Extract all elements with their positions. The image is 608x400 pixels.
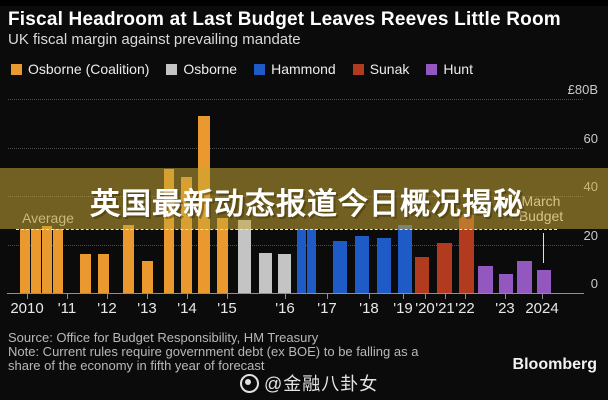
- bar-osborne_coalition: [164, 169, 174, 293]
- x-axis-tick: [147, 294, 148, 299]
- note-text-line1: Note: Current rules require government d…: [8, 344, 419, 359]
- gridline-20: [8, 244, 583, 246]
- x-axis-label: '17: [317, 300, 337, 317]
- x-axis-label: '19: [393, 300, 413, 317]
- bar-hunt: [499, 273, 513, 293]
- bar-osborne_coalition: [123, 225, 134, 293]
- bar-osborne_coalition: [42, 226, 52, 293]
- bar-osborne_coalition: [142, 261, 153, 293]
- bar-sunak: [415, 256, 429, 293]
- x-axis-tick: [505, 294, 506, 299]
- x-axis-label: '23: [495, 300, 515, 317]
- legend-swatch-hammond: [254, 63, 266, 75]
- x-axis-tick: [403, 294, 404, 299]
- bar-osborne_coalition: [181, 176, 192, 293]
- bar-hunt: [537, 269, 551, 293]
- gridline-60: [8, 147, 583, 149]
- x-axis-tick: [369, 294, 370, 299]
- x-axis-label: 2024: [525, 300, 559, 317]
- y-axis-label: 60: [583, 130, 598, 146]
- x-axis-tick: [27, 294, 28, 299]
- bar-hunt: [478, 266, 493, 293]
- x-axis-label: 2010: [10, 300, 44, 317]
- legend-label: Osborne (Coalition): [28, 61, 150, 77]
- bar-hammond: [377, 238, 391, 293]
- x-axis-label: '18: [359, 300, 379, 317]
- bar-osborne_coalition: [53, 228, 63, 293]
- x-axis-line: [7, 293, 584, 294]
- x-axis-label: '13: [137, 300, 157, 317]
- x-axis-label: '21: [435, 300, 455, 317]
- x-axis-label: '16: [275, 300, 295, 317]
- x-axis-tick: [107, 294, 108, 299]
- legend: Osborne (Coalition) Osborne Hammond Sunak Hu…: [11, 61, 473, 77]
- bar-hammond: [307, 228, 316, 293]
- top-black-strip: [0, 0, 608, 6]
- x-axis-tick: [465, 294, 466, 299]
- legend-item-hammond: Hammond: [254, 61, 336, 77]
- bar-hammond: [398, 225, 412, 293]
- overlay-headline: 英国最新动态报道今日概况揭秘: [90, 188, 524, 221]
- legend-swatch-osborne: [166, 63, 178, 75]
- x-axis-tick: [227, 294, 228, 299]
- legend-label: Hammond: [271, 61, 336, 77]
- bar-sunak: [437, 243, 452, 293]
- x-axis-tick: [445, 294, 446, 299]
- bar-hammond: [355, 236, 369, 293]
- annotation-pointer-line: [543, 233, 544, 263]
- x-axis-tick: [327, 294, 328, 299]
- legend-swatch-osborne_coalition: [11, 63, 22, 75]
- legend-label: Sunak: [369, 61, 410, 77]
- source-text: Source: Office for Budget Responsibility…: [8, 330, 319, 345]
- y-axis-label: 20: [583, 227, 598, 243]
- y-axis-label: £80B: [567, 82, 598, 97]
- legend-swatch-hunt: [426, 63, 438, 75]
- legend-item-osborne: Osborne: [166, 61, 237, 77]
- legend-label: Osborne: [183, 61, 238, 77]
- legend-item-osborne_coalition: Osborne (Coalition): [11, 61, 149, 77]
- x-axis-label: '12: [97, 300, 117, 317]
- bar-sunak: [459, 215, 474, 293]
- legend-swatch-sunak: [352, 63, 364, 75]
- watermark-handle: @金融八卦女: [264, 374, 379, 394]
- x-axis-label: '15: [217, 300, 237, 317]
- legend-item-hunt: Hunt: [426, 61, 473, 77]
- x-axis-tick: [425, 294, 426, 299]
- bloomberg-logo: Bloomberg: [512, 356, 597, 373]
- overlay-band: [0, 168, 608, 229]
- bar-hammond: [333, 240, 347, 293]
- x-axis-tick: [285, 294, 286, 299]
- legend-item-sunak: Sunak: [352, 61, 410, 77]
- bar-osborne_coalition: [80, 254, 91, 293]
- note-text-line2: share of the economy in fifth year of fo…: [8, 358, 265, 373]
- bar-osborne_coalition: [20, 228, 30, 293]
- bar-hunt: [517, 261, 532, 293]
- y-axis-label: 0: [590, 276, 598, 291]
- bar-hammond: [297, 228, 306, 293]
- x-axis-label: '14: [177, 300, 197, 317]
- x-axis-label: '20: [415, 300, 435, 317]
- bar-osborne: [238, 220, 251, 293]
- average-line: [16, 228, 557, 230]
- bar-osborne_coalition: [217, 217, 228, 293]
- x-axis-label: '11: [57, 300, 77, 317]
- page-title: Fiscal Headroom at Last Budget Leaves Re…: [8, 9, 561, 30]
- gridline-80: [8, 99, 583, 100]
- bar-osborne: [278, 254, 291, 293]
- bar-osborne_coalition: [31, 228, 41, 293]
- bar-osborne: [259, 252, 272, 293]
- x-axis-tick: [67, 294, 68, 299]
- watermark: @金融八卦女: [240, 370, 378, 396]
- page-subtitle: UK fiscal margin against prevailing mand…: [8, 31, 301, 48]
- x-axis-tick: [542, 294, 543, 299]
- x-axis-label: '22: [455, 300, 475, 317]
- bar-osborne_coalition: [98, 254, 109, 293]
- weibo-eye-icon: [240, 373, 259, 393]
- x-axis-tick: [187, 294, 188, 299]
- legend-label: Hunt: [443, 61, 473, 77]
